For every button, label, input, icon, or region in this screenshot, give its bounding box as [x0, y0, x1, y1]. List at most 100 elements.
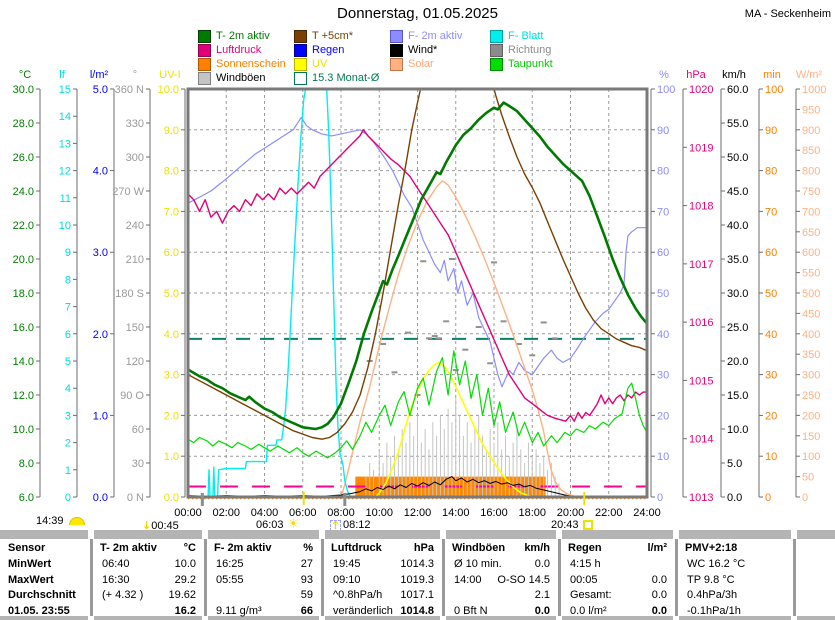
- table-top-strip: [797, 530, 835, 539]
- legend-swatch-icon: [198, 71, 211, 85]
- axis-title: %: [659, 69, 669, 81]
- axis-title: min: [763, 69, 781, 81]
- stats-table: Sensor MinWert MaxWert Durchschnitt 01.05. 2…: [0, 530, 835, 620]
- axis-tick-label: 26.0: [13, 152, 34, 164]
- axis-tick-label: 0: [765, 492, 771, 504]
- time-label: 22:00: [595, 507, 623, 519]
- axis-title: km/h: [722, 69, 746, 81]
- legend-swatch-icon: [294, 43, 307, 57]
- table-column-separator: [793, 539, 796, 616]
- time-label: 18:00: [518, 507, 546, 519]
- axis-tick-label: 1.0: [164, 451, 179, 463]
- axis-tick-label: 16.0: [13, 322, 34, 334]
- legend-item: UV: [294, 57, 328, 71]
- axis-tick-label: 10.0: [13, 424, 34, 436]
- axis-tick-label: 25.0: [727, 322, 748, 334]
- legend-label: Richtung: [508, 44, 552, 56]
- axis-tick-label: 13: [59, 138, 71, 150]
- table-row-label: 01.05. 23:55: [8, 604, 70, 617]
- legend-swatch-icon: [294, 29, 307, 43]
- table-cell-value: O-SO 14.5: [497, 573, 550, 586]
- axis-tick-label: 1015: [689, 375, 713, 387]
- axis-title: l/m²: [90, 69, 109, 81]
- axis-tick-label: 5.0: [93, 84, 108, 96]
- table-column-unit: %: [303, 542, 313, 554]
- axis-tick-label: 5.0: [164, 288, 179, 300]
- table-top-strip: [562, 530, 673, 539]
- legend-label: Taupunkt: [508, 58, 553, 70]
- legend-swatch-icon: [294, 57, 307, 71]
- series-luftdruck: [188, 129, 647, 422]
- time-label: 20:00: [557, 507, 585, 519]
- series-uv: [188, 361, 647, 497]
- table-cell: 19:45: [333, 558, 361, 570]
- table-cell: ^0.8hPa/h: [333, 589, 383, 601]
- time-label: 12:00: [404, 507, 432, 519]
- axis-°C: 30.0 28.0 26.0 24.0 22.0 20.0 18.0 16.0 14.0 12.0…: [13, 69, 41, 504]
- axis-tick-label: 450: [802, 308, 820, 320]
- series-f-2m-aktiv: [188, 116, 647, 388]
- legend-label: UV: [312, 58, 328, 70]
- table-column-header: PMV+2:18: [685, 542, 738, 554]
- table-cell-value: 1014.3: [400, 558, 434, 570]
- table-cell-value: 29.2: [174, 573, 196, 586]
- table-cell: -0.1hPa/1h: [687, 604, 741, 617]
- legend-label: T- 2m aktiv: [216, 30, 270, 42]
- plot-frame: [186, 87, 649, 499]
- legend-item: Windböen: [198, 71, 266, 85]
- axis-tick-label: 12.0: [13, 390, 34, 402]
- axis-tick-label: 2.0: [164, 410, 179, 422]
- table-cell: 06:40: [102, 558, 130, 570]
- table-cell: 4:15 h: [570, 558, 601, 570]
- table-row-label: Sensor: [8, 542, 46, 554]
- table-column-unit: °C: [183, 542, 196, 554]
- legend-item: Regen: [294, 43, 344, 57]
- axis-tick-label: 9: [65, 247, 71, 259]
- sunset: 20:43: [551, 519, 593, 531]
- legend-item: Wind*: [390, 43, 437, 57]
- axis-tick-label: 850: [802, 145, 820, 157]
- table-bottom-strip: [208, 616, 319, 620]
- axis-tick-label: 70: [657, 206, 669, 218]
- axis-tick-label: 1018: [689, 201, 713, 213]
- table-cell: 0.0 l/m²: [570, 604, 607, 617]
- axis-tick-label: 300: [126, 152, 144, 164]
- table-cell-value: 1014.8: [400, 604, 434, 617]
- axis-UVI: 10.0 9.0 8.0 7.0 6.0 5.0 4.0 3.0 2.0 1.0 0.0 UV-I: [158, 69, 186, 504]
- table-top-strip: [679, 530, 791, 539]
- axis-tick-label: 10.0: [727, 424, 748, 436]
- axis-tick-label: 14.0: [13, 356, 34, 368]
- axis-tick-label: 950: [802, 104, 820, 116]
- series-taupunkt: [188, 350, 647, 459]
- axis-tick-label: 4.0: [93, 166, 108, 178]
- axis-tick-label: 80: [657, 166, 669, 178]
- series-layer: [188, 89, 647, 497]
- legend-item: F- 2m aktiv: [390, 29, 463, 43]
- axis-tick-label: 500: [802, 288, 820, 300]
- axis-tick-label: 10: [59, 220, 71, 232]
- axis-tick-label: 100: [802, 451, 820, 463]
- series-solar: [188, 180, 647, 497]
- axis-tick-label: 50.0: [727, 152, 748, 164]
- axis-tick-label: 100: [765, 84, 783, 96]
- axis-tick-label: 150: [802, 431, 820, 443]
- table-cell-value: 19.62: [168, 589, 196, 601]
- sunset-time: 20:43: [551, 519, 579, 531]
- axis-tick-label: 60.0: [727, 84, 748, 96]
- axis-tick-label: 700: [802, 206, 820, 218]
- axis-tick-label: 90: [657, 125, 669, 137]
- table-cell: Gesamt:: [570, 589, 612, 601]
- legend-swatch-icon: [198, 29, 211, 43]
- legend-label: F- 2m aktiv: [408, 30, 463, 42]
- axis-tick-label: 180 S: [115, 288, 144, 300]
- table-cell: 0.4hPa/3h: [687, 589, 738, 601]
- axis-title: UV-I: [159, 69, 180, 81]
- axis-tick-label: 900: [802, 125, 820, 137]
- axis-tick-label: 1016: [689, 317, 713, 329]
- axis-tick-label: 20.0: [727, 356, 748, 368]
- moonset: ↓ 00:45: [142, 519, 179, 532]
- axis-tick-label: 10: [657, 451, 669, 463]
- table-cell: 00:05: [570, 573, 598, 586]
- legend-swatch-icon: [490, 57, 503, 71]
